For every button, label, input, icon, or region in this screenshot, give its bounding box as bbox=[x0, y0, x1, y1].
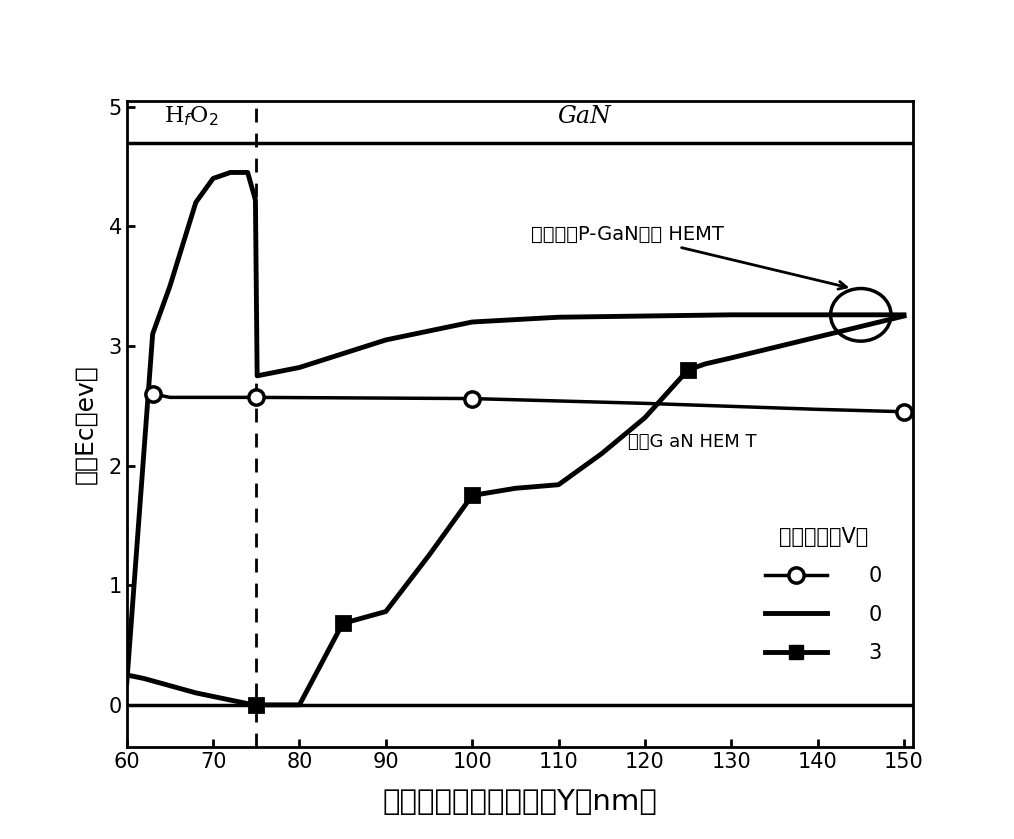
X-axis label: 槽栏区垂直于沟道方向Y（nm）: 槽栏区垂直于沟道方向Y（nm） bbox=[382, 788, 657, 816]
Legend: 0, 0, 3: 0, 0, 3 bbox=[756, 519, 890, 672]
Text: GaN: GaN bbox=[558, 105, 611, 128]
Text: 传统G aN HEM T: 传统G aN HEM T bbox=[628, 433, 756, 451]
Y-axis label: 导带Ec（ev）: 导带Ec（ev） bbox=[74, 364, 97, 483]
Text: H$_f$O$_2$: H$_f$O$_2$ bbox=[164, 105, 219, 128]
Text: 具有局部P-GaN埋口 HEMT: 具有局部P-GaN埋口 HEMT bbox=[531, 225, 847, 289]
